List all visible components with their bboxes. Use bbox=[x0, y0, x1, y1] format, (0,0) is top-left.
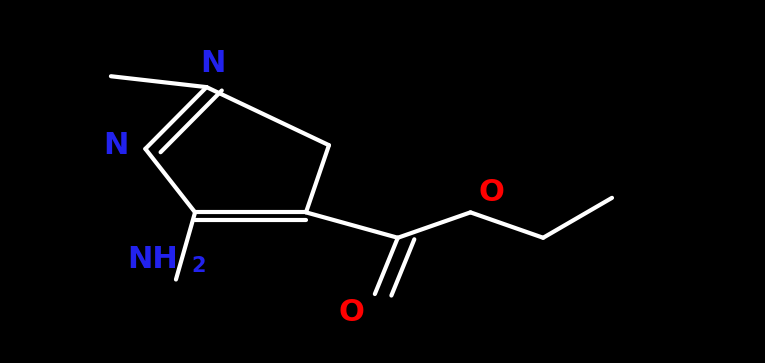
Text: N: N bbox=[200, 49, 226, 78]
Text: O: O bbox=[479, 178, 505, 207]
Text: 2: 2 bbox=[192, 256, 206, 276]
Text: NH: NH bbox=[128, 245, 178, 274]
Text: O: O bbox=[339, 298, 365, 327]
Text: N: N bbox=[103, 131, 129, 160]
